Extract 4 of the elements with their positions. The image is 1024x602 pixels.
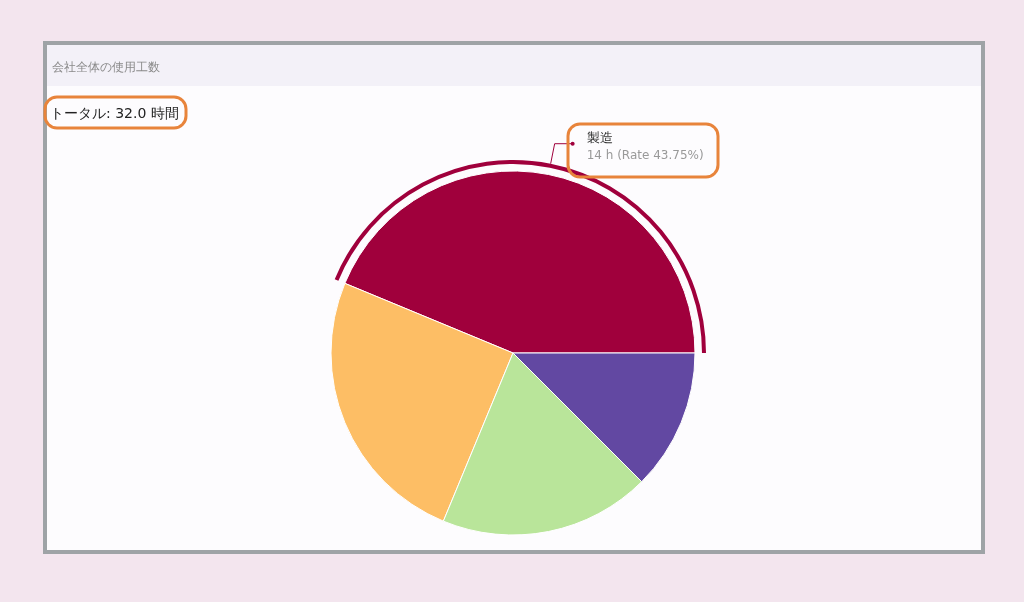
- text: 会社全体の使用工数: [52, 60, 160, 74]
- slice-label: 製造: [586, 129, 613, 145]
- data-label: 14 h (Rate 43.75%): [586, 147, 704, 162]
- text: トータル: 32.0 時間: [50, 105, 179, 121]
